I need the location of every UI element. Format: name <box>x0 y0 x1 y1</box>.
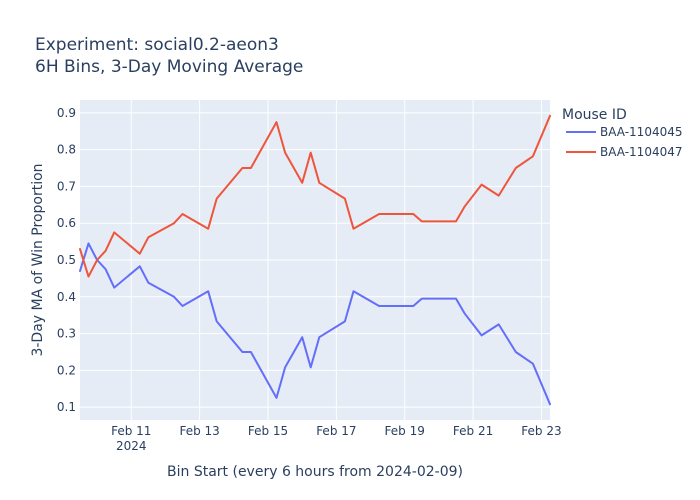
y-tick-label: 0.3 <box>57 327 76 341</box>
legend-label: BAA-1104045 <box>600 125 683 139</box>
series-line-baa-1104047 <box>79 114 551 278</box>
y-tick-label: 0.1 <box>57 400 76 414</box>
x-tick-label: Feb 21 <box>453 424 493 438</box>
x-tick-label: Feb 19 <box>385 424 425 438</box>
y-axis-title: 3-Day MA of Win Proportion <box>30 163 46 356</box>
y-tick-label: 0.8 <box>57 143 76 157</box>
y-axis-ticks: 0.1 0.2 0.3 0.4 0.5 0.6 0.7 0.8 0.9 <box>57 106 76 414</box>
y-tick-label: 0.2 <box>57 363 76 377</box>
legend-title: Mouse ID <box>562 107 627 123</box>
x-tick-label: Feb 17 <box>316 424 356 438</box>
x-tick-sublabel: 2024 <box>116 439 147 453</box>
y-tick-label: 0.7 <box>57 179 76 193</box>
x-axis-title: Bin Start (every 6 hours from 2024-02-09… <box>167 464 463 480</box>
y-tick-label: 0.6 <box>57 216 76 230</box>
series-line-baa-1104045 <box>79 242 551 406</box>
gridlines <box>80 100 550 420</box>
legend-label: BAA-1104047 <box>600 145 683 159</box>
x-tick-label: Feb 13 <box>179 424 219 438</box>
x-tick-label: Feb 15 <box>248 424 288 438</box>
x-tick-label: Feb 11 <box>111 424 151 438</box>
y-tick-label: 0.9 <box>57 106 76 120</box>
y-tick-label: 0.4 <box>57 290 76 304</box>
chart-subtitle: 6H Bins, 3-Day Moving Average <box>35 57 303 77</box>
y-tick-label: 0.5 <box>57 253 76 267</box>
chart-title: Experiment: social0.2-aeon3 <box>35 35 279 55</box>
x-tick-label: Feb 23 <box>521 424 561 438</box>
legend: Mouse ID BAA-1104045 BAA-1104047 <box>562 107 683 159</box>
series-lines <box>79 114 551 406</box>
